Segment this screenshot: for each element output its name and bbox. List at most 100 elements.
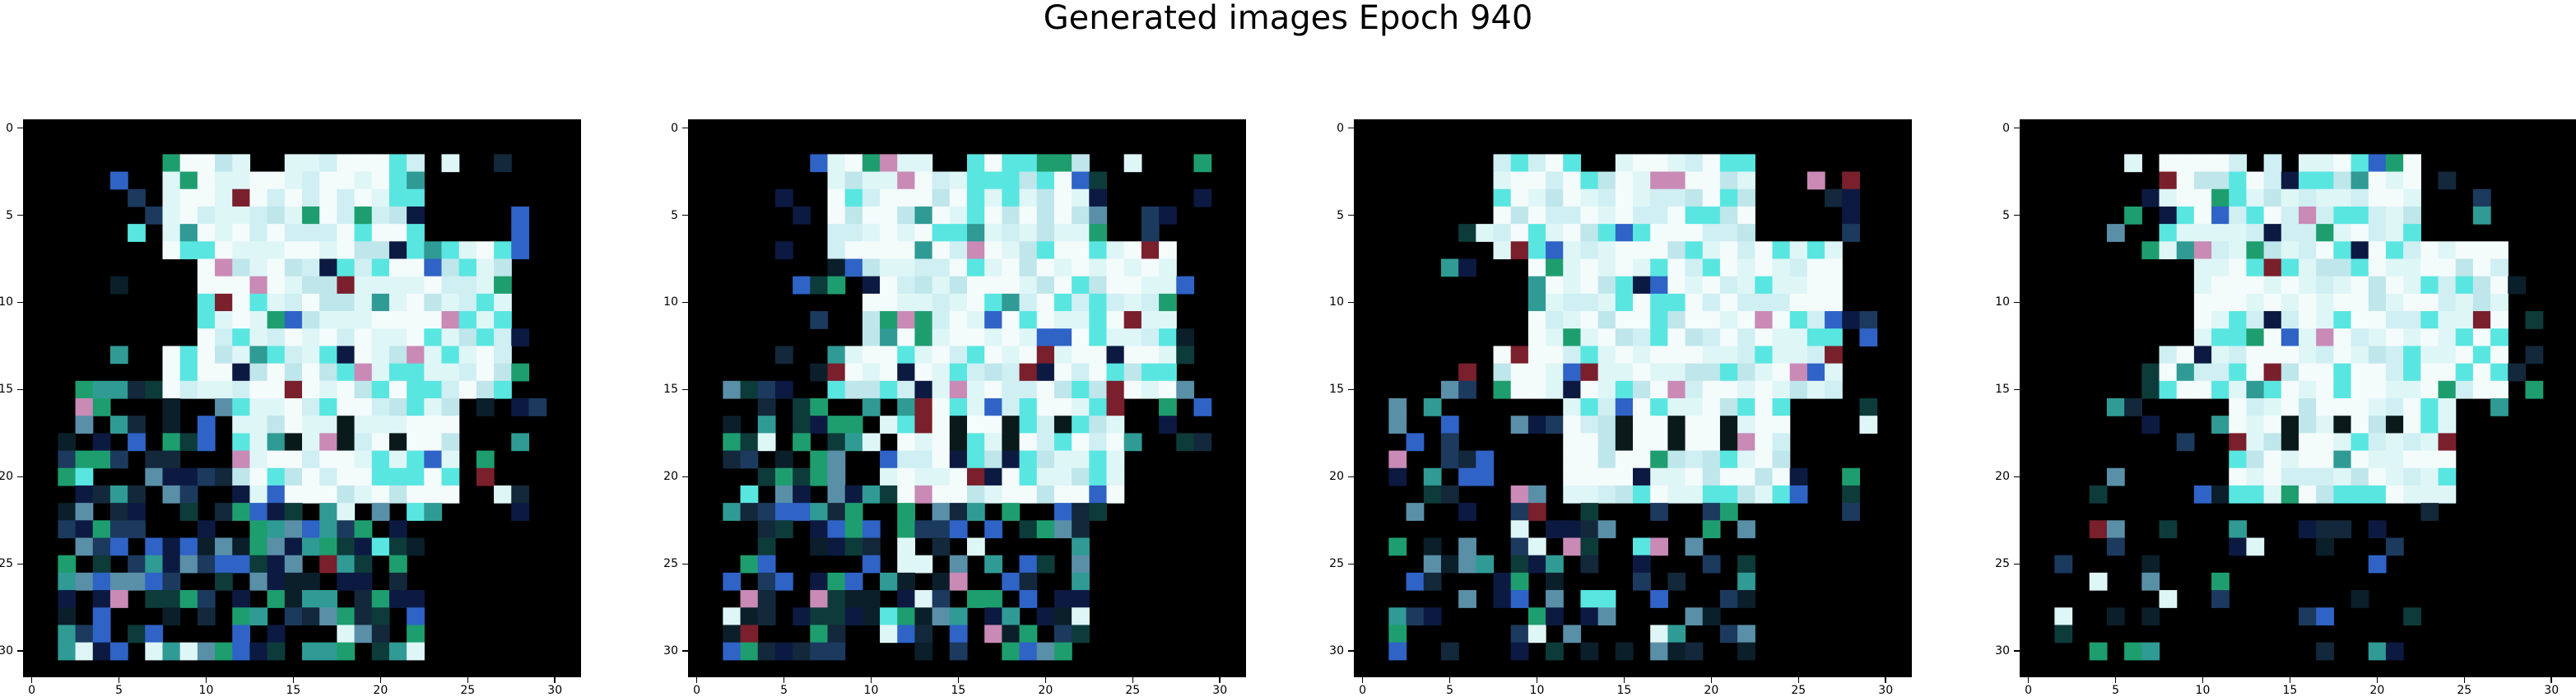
pixel [810,590,829,608]
pixel [2089,642,2108,661]
pixel [92,485,111,504]
pixel [337,363,356,382]
pixel [2333,293,2352,312]
pixel [441,258,460,277]
pixel [862,224,881,242]
pixel [1580,293,1599,312]
pixel [880,258,898,277]
pixel [2159,154,2178,173]
pixel [1737,363,1755,382]
pixel [880,241,898,260]
pixel [2420,467,2439,486]
pixel [1702,555,1721,574]
pixel [1546,258,1564,277]
pixel [880,311,898,329]
pixel [984,311,1002,329]
pixel [1053,450,1072,469]
pixel [267,642,286,661]
pixel [2246,380,2265,399]
pixel [232,241,251,260]
pixel [319,485,337,504]
pixel [967,293,985,312]
pixel [371,485,390,504]
pixel [1650,380,1668,399]
pixel [2455,346,2474,365]
y-tick-mark [17,476,23,478]
pixel [284,380,303,399]
pixel [1737,328,1755,347]
pixel [145,555,164,574]
pixel [2455,276,2474,295]
pixel [388,450,407,469]
pixel [2350,188,2369,207]
pixel [793,642,811,661]
pixel [1633,311,1651,329]
pixel [740,380,759,399]
x-tick-label: 25 [460,684,476,697]
pixel [407,433,425,452]
pixel [75,416,94,434]
pixel [2263,485,2282,504]
pixel [844,363,863,382]
pixel [2490,241,2509,260]
pixel [2263,416,2282,434]
pixel [1053,642,1072,661]
pixel [354,555,373,574]
pixel [2438,380,2457,399]
pixel [1546,380,1564,399]
pixel [424,311,443,329]
pixel [337,520,356,539]
pixel [388,241,407,260]
pixel [197,241,216,260]
pixel [810,503,829,521]
pixel [337,503,356,521]
pixel [249,328,268,347]
pixel [2281,311,2299,329]
pixel [1825,258,1843,277]
pixel [407,363,425,382]
pixel [2385,293,2404,312]
pixel [1667,154,1686,173]
pixel [2403,258,2421,277]
pixel [2229,485,2248,504]
pixel [932,311,951,329]
pixel [1772,485,1791,504]
pixel [128,380,146,399]
pixel [793,485,811,504]
pixel [757,607,776,626]
pixel [1440,642,1459,661]
pixel [1123,380,1142,399]
pixel [2350,241,2369,260]
pixel [511,241,530,260]
pixel [1597,328,1616,347]
pixel [2263,154,2282,173]
pixel [2438,258,2457,277]
pixel [897,398,916,416]
pixel [2263,311,2282,329]
pixel [1825,241,1843,260]
pixel [1106,398,1125,416]
pixel [1650,258,1668,277]
pixel [1702,171,1721,190]
pixel [984,416,1002,434]
pixel [2054,607,2073,626]
pixel [984,328,1002,347]
pixel [354,625,373,644]
pixel [1597,206,1616,225]
pixel [162,416,181,434]
pixel [2229,450,2248,469]
pixel [2333,450,2352,469]
pixel [2403,485,2421,504]
pixel [2229,258,2248,277]
pixel [2472,363,2491,382]
pixel [2403,346,2421,365]
pixel [1053,520,1072,539]
pixel [949,346,968,365]
pixel [810,276,829,295]
pixel [179,346,198,365]
pixel [145,537,164,556]
pixel [2438,346,2457,365]
pixel [1053,258,1072,277]
pixel [319,206,337,225]
pixel [967,537,985,556]
